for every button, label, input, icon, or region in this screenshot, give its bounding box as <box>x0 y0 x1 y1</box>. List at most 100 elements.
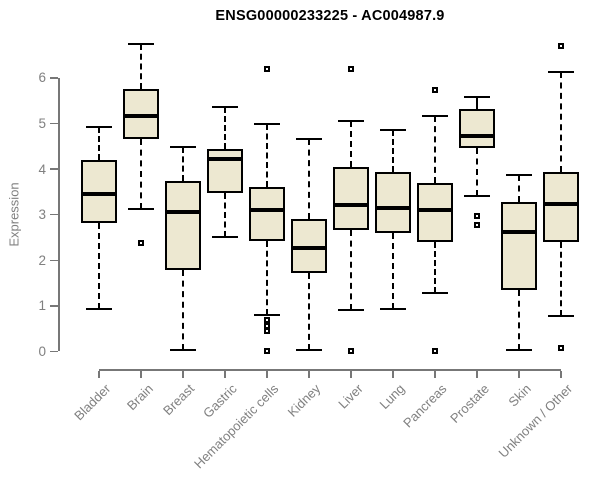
y-axis-tick <box>50 305 58 307</box>
whisker-lower <box>476 148 478 197</box>
x-axis-category-label: Brain <box>123 381 156 414</box>
whisker-lower <box>140 139 142 209</box>
whisker-upper <box>224 107 226 149</box>
whisker-cap-lower <box>296 349 322 352</box>
median-line <box>123 114 159 119</box>
x-axis-category-label: Lung <box>376 381 408 413</box>
box-unknown-other <box>543 172 579 243</box>
median-line <box>417 208 453 213</box>
x-axis-tick <box>140 370 142 378</box>
whisker-cap-lower <box>254 314 280 317</box>
whisker-lower <box>182 270 184 351</box>
x-axis-tick <box>182 370 184 378</box>
x-axis-tick <box>266 370 268 378</box>
y-axis-tick <box>50 213 58 216</box>
chart-title: ENSG00000233225 - AC004987.9 <box>215 8 445 24</box>
whisker-upper <box>560 71 562 173</box>
x-axis-category-label: Prostate <box>446 381 492 426</box>
whisker-cap-upper <box>86 125 112 128</box>
x-axis-tick <box>392 370 394 378</box>
median-line <box>81 192 117 197</box>
box-bladder <box>81 160 117 223</box>
whisker-lower <box>350 229 352 311</box>
x-axis-line <box>99 369 561 371</box>
y-axis-title: Expression <box>6 182 22 247</box>
y-axis-tick-label: 1 <box>38 298 46 314</box>
y-axis-tick <box>50 77 58 79</box>
x-axis-category-label: Pancreas <box>400 381 450 431</box>
outlier-point <box>432 86 438 93</box>
x-axis-category-label: Liver <box>335 381 366 412</box>
x-axis-tick <box>476 370 478 378</box>
outlier-point <box>348 65 354 72</box>
whisker-cap-lower <box>464 195 490 198</box>
whisker-cap-lower <box>506 349 532 352</box>
outlier-point <box>264 317 270 324</box>
whisker-lower <box>98 222 100 310</box>
x-axis-tick <box>560 370 562 378</box>
whisker-cap-upper <box>380 129 406 132</box>
whisker-cap-lower <box>170 349 196 352</box>
y-axis-tick-label: 2 <box>38 252 46 268</box>
median-line <box>459 134 495 139</box>
whisker-upper <box>98 126 100 161</box>
whisker-cap-lower <box>548 314 574 317</box>
x-axis-category-label: Unknown / Other <box>496 381 576 461</box>
y-axis-tick-label: 4 <box>38 161 46 177</box>
y-axis-tick <box>50 350 58 353</box>
whisker-cap-lower <box>212 236 238 239</box>
whisker-cap-lower <box>128 207 154 210</box>
whisker-upper <box>308 138 310 220</box>
box-pancreas <box>417 182 453 243</box>
y-axis-tick-label: 3 <box>38 207 46 223</box>
whisker-upper <box>182 147 184 182</box>
x-axis-tick <box>518 370 520 378</box>
median-line <box>375 206 411 211</box>
whisker-cap-upper <box>338 120 364 123</box>
y-axis-tick-label: 5 <box>38 116 46 131</box>
outlier-point <box>474 213 480 220</box>
y-axis-tick-label: 0 <box>38 344 46 359</box>
median-line <box>501 229 537 234</box>
whisker-lower <box>392 232 394 310</box>
whisker-lower <box>560 242 562 316</box>
x-axis-category-label: Breast <box>160 381 198 419</box>
median-line <box>291 245 327 250</box>
whisker-cap-upper <box>506 173 532 176</box>
x-axis-category-label: Bladder <box>71 381 114 424</box>
box-skin <box>501 202 537 290</box>
whisker-lower <box>434 242 436 294</box>
x-axis-category-label: Kidney <box>284 381 324 420</box>
outlier-point <box>264 322 270 329</box>
whisker-lower <box>518 289 520 351</box>
whisker-cap-upper <box>170 146 196 149</box>
y-axis-tick <box>50 259 58 262</box>
outlier-point <box>348 347 354 354</box>
outlier-point <box>558 344 564 351</box>
outlier-point <box>264 347 270 354</box>
box-lung <box>375 171 411 233</box>
whisker-lower <box>266 240 268 316</box>
whisker-cap-upper <box>212 106 238 109</box>
outlier-point <box>264 65 270 72</box>
whisker-cap-lower <box>380 308 406 311</box>
median-line <box>333 202 369 207</box>
x-axis-tick <box>350 370 352 378</box>
whisker-upper <box>392 130 394 172</box>
whisker-cap-upper <box>296 137 322 140</box>
whisker-cap-upper <box>548 70 574 73</box>
outlier-point <box>264 328 270 335</box>
outlier-point <box>558 42 564 49</box>
x-axis-tick <box>308 370 310 378</box>
whisker-cap-upper <box>254 123 280 126</box>
y-axis-line <box>58 77 60 352</box>
y-axis-tick-label: 6 <box>38 70 46 86</box>
whisker-cap-lower <box>338 309 364 312</box>
whisker-cap-lower <box>86 308 112 311</box>
x-axis-tick <box>224 370 226 378</box>
y-axis-tick <box>50 122 58 125</box>
x-axis-tick <box>98 370 100 378</box>
box-breast <box>165 181 201 271</box>
outlier-point <box>432 347 438 354</box>
